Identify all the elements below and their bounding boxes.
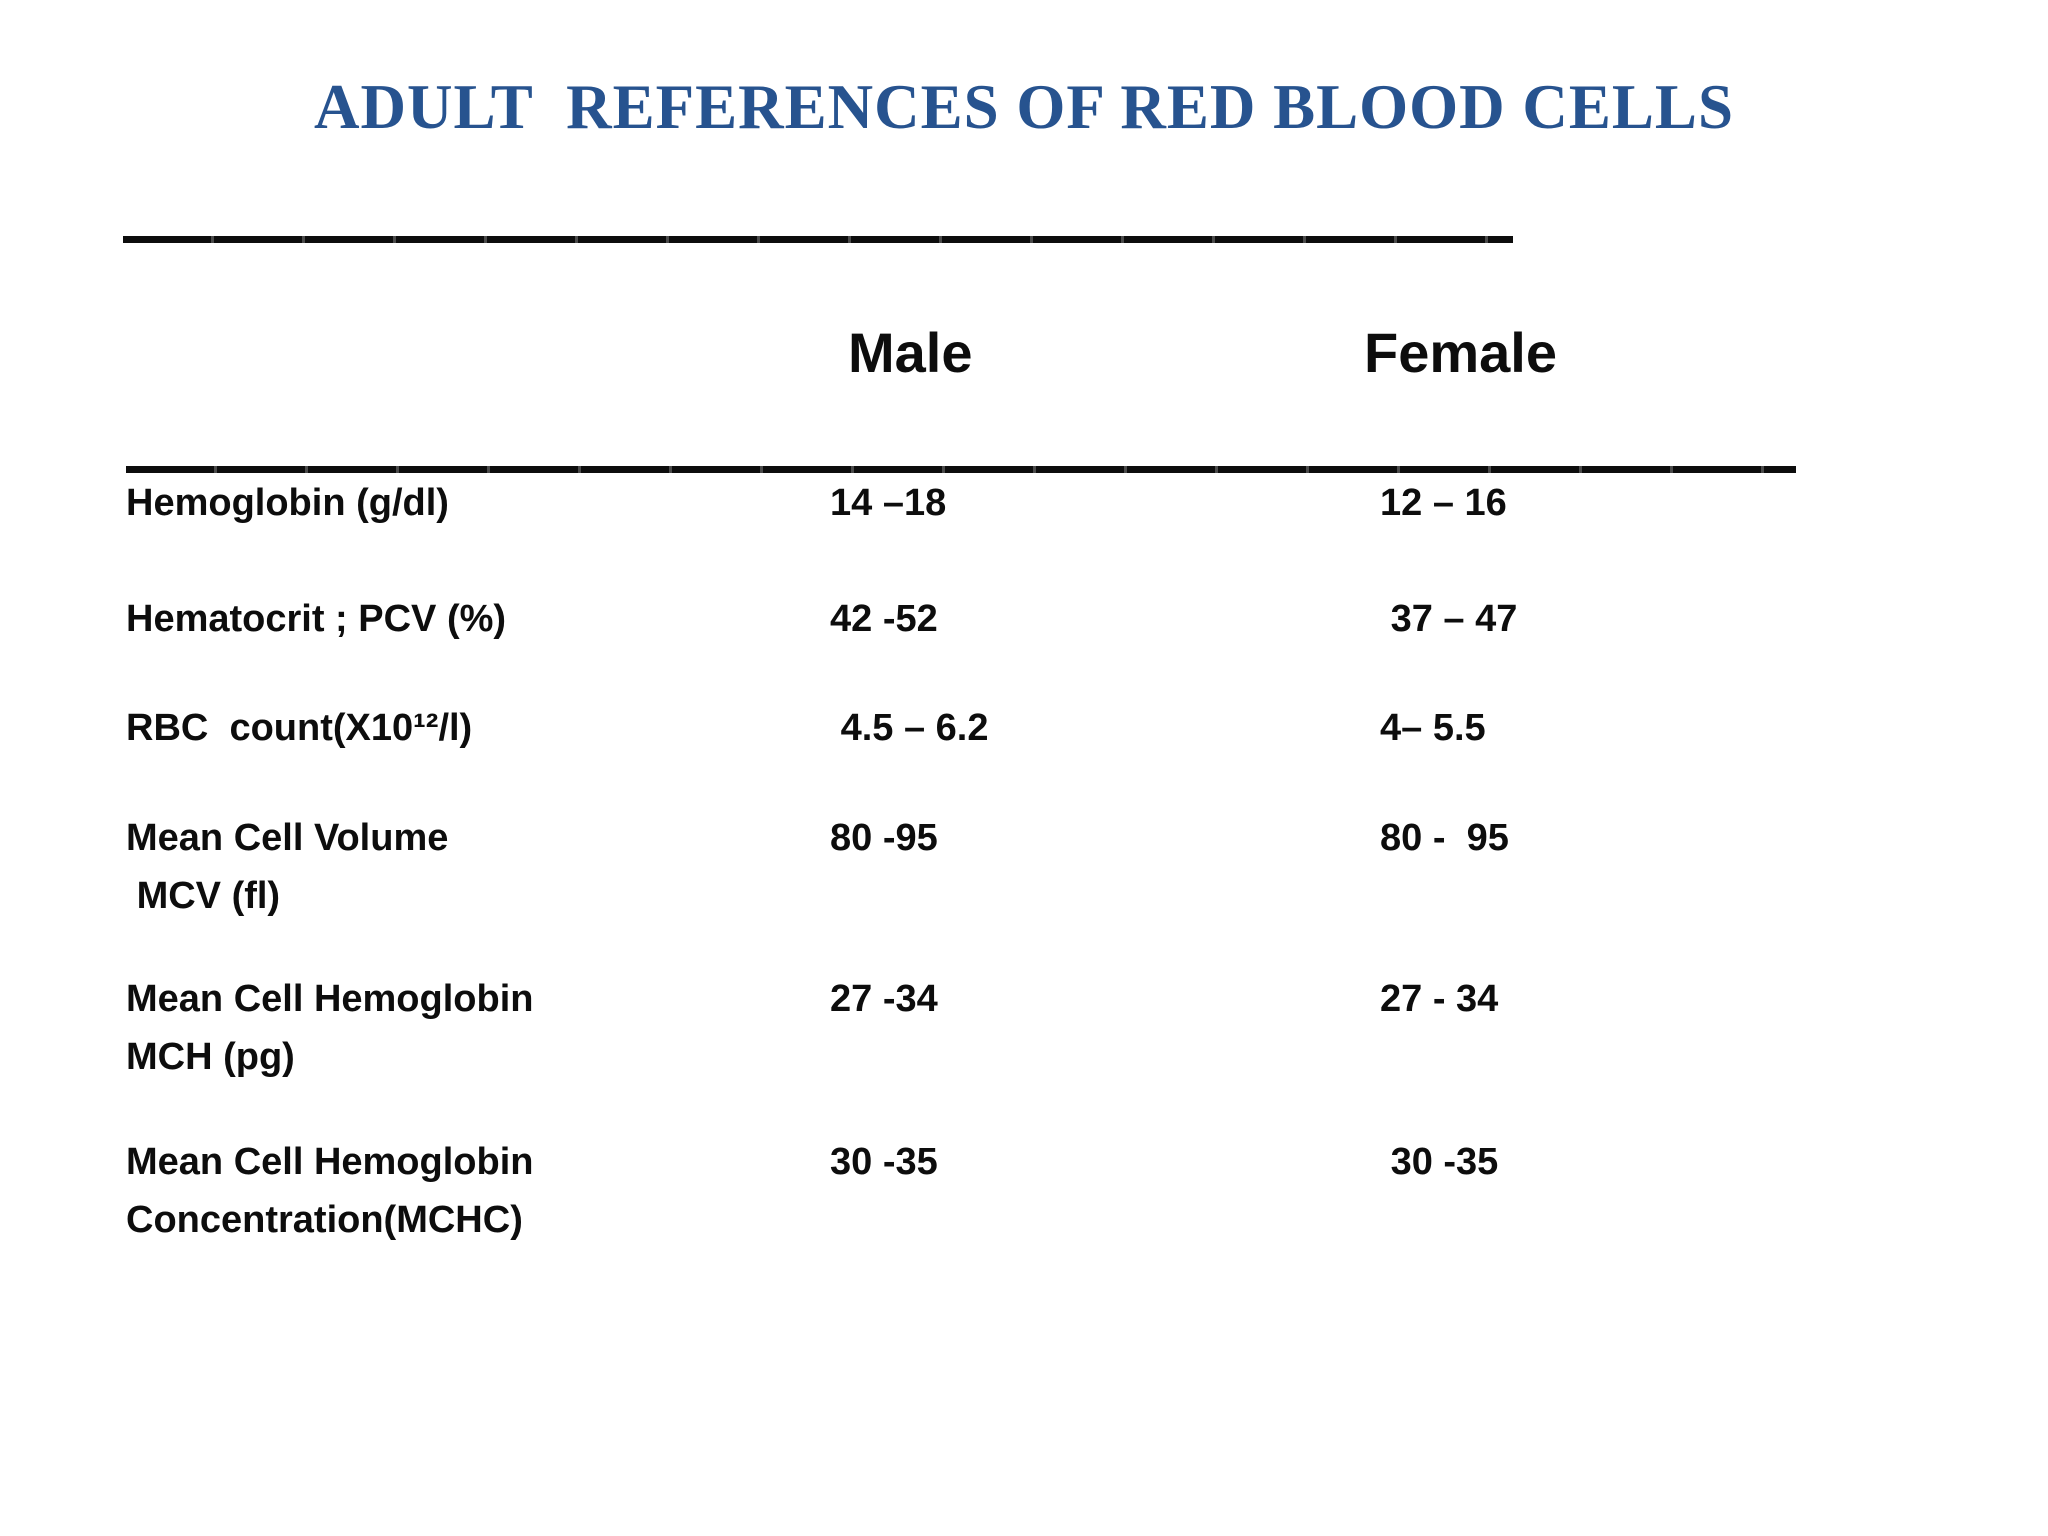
table-row-rbc-count: RBC count(X10¹²/l) 4.5 – 6.2 4– 5.5	[0, 699, 2048, 757]
female-value: 27 - 34	[1380, 978, 1499, 1020]
divider-line-top	[123, 236, 1513, 243]
table-row-mchc: Mean Cell Hemoglobin Concentration(MCHC)…	[0, 1133, 2048, 1249]
column-header-male: Male	[848, 321, 973, 384]
male-value: 30 -35	[830, 1141, 938, 1183]
female-value: 37 – 47	[1380, 598, 1518, 640]
row-label: RBC count(X10¹²/l)	[126, 707, 473, 749]
row-label: Hematocrit ; PCV (%)	[126, 598, 507, 640]
row-label: Hemoglobin (g/dl)	[126, 482, 449, 524]
male-value: 14 –18	[830, 482, 947, 524]
table-row-mch: Mean Cell Hemoglobin MCH (pg) 27 -34 27 …	[0, 970, 2048, 1086]
male-value: 27 -34	[830, 978, 938, 1020]
female-value: 12 – 16	[1380, 482, 1507, 524]
table-row-mcv: Mean Cell Volume MCV (fl) 80 -95 80 - 95	[0, 809, 2048, 925]
table-row-hematocrit: Hematocrit ; PCV (%) 42 -52 37 – 47	[0, 590, 2048, 648]
row-label: Mean Cell Hemoglobin MCH (pg)	[126, 978, 534, 1078]
row-label: Mean Cell Volume MCV (fl)	[126, 817, 449, 917]
female-value: 4– 5.5	[1380, 707, 1486, 749]
male-value: 80 -95	[830, 817, 938, 859]
column-header-female: Female	[1364, 321, 1557, 384]
divider-line-table-header	[126, 466, 1796, 473]
male-value: 42 -52	[830, 598, 938, 640]
slide-title: ADULT REFERENCES OF RED BLOOD CELLS	[313, 72, 1734, 142]
row-label: Mean Cell Hemoglobin Concentration(MCHC)	[126, 1141, 534, 1241]
table-row-hemoglobin: Hemoglobin (g/dl) 14 –18 12 – 16	[0, 474, 2048, 532]
male-value: 4.5 – 6.2	[830, 707, 989, 749]
female-value: 80 - 95	[1380, 817, 1509, 859]
female-value: 30 -35	[1380, 1141, 1499, 1183]
